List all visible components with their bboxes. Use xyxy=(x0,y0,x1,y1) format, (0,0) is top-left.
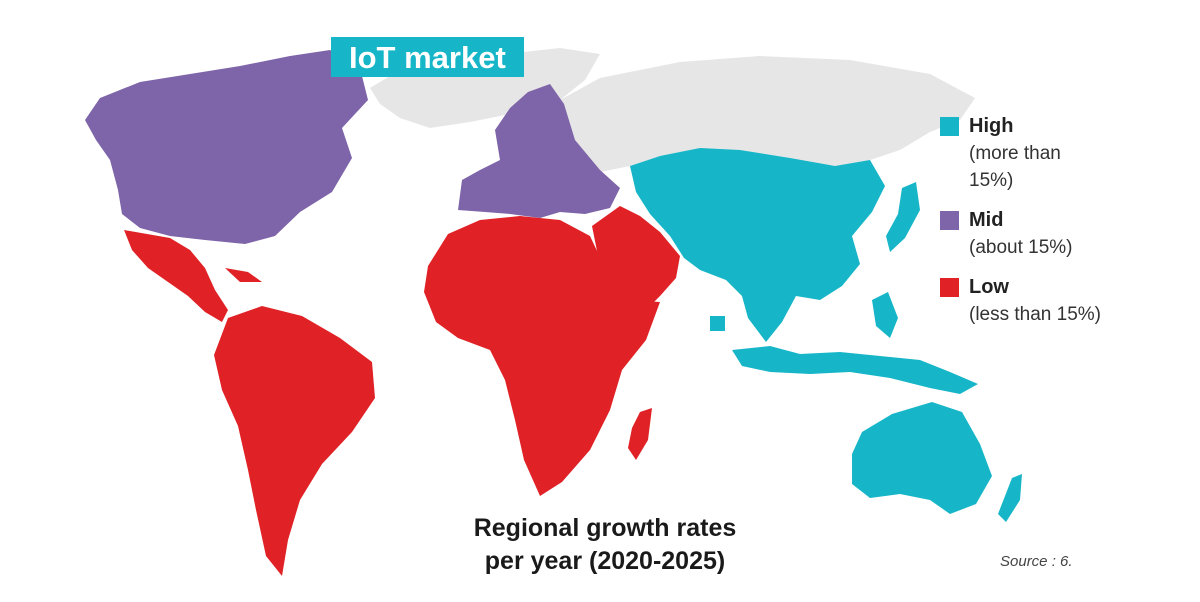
region-europe xyxy=(458,84,620,218)
region-japan xyxy=(886,182,920,252)
region-island-marker xyxy=(710,316,725,331)
legend-swatch-mid xyxy=(940,211,959,230)
caption-line-1: Regional growth rates xyxy=(473,514,737,542)
caption: Regional growth rates per year (2020-202… xyxy=(440,512,770,578)
region-middle-east xyxy=(592,206,680,316)
region-central-america xyxy=(124,230,228,322)
map-title: IoT market xyxy=(331,37,524,77)
legend-label: High xyxy=(969,115,1014,137)
region-madagascar xyxy=(628,408,652,460)
region-caribbean xyxy=(225,268,262,282)
region-australia xyxy=(852,402,992,514)
source-note: Source : 6. xyxy=(1000,553,1073,570)
legend-label: Low xyxy=(969,276,1009,298)
region-north-america xyxy=(85,50,368,244)
region-philippines xyxy=(872,292,898,338)
region-africa xyxy=(424,216,660,496)
legend-label: Mid xyxy=(969,209,1004,231)
legend-swatch-low xyxy=(940,278,959,297)
legend-item-mid: Mid (about 15%) xyxy=(940,206,1120,261)
legend-swatch-high xyxy=(940,117,959,136)
region-indonesia xyxy=(732,346,978,394)
region-russia xyxy=(560,56,975,172)
legend-item-low: Low (less than 15%) xyxy=(940,273,1120,328)
legend-description: (less than 15%) xyxy=(969,304,1102,325)
legend-description: (more than 15%) xyxy=(969,143,1061,191)
region-new-zealand xyxy=(998,474,1022,522)
region-asia-mainland xyxy=(630,148,885,342)
legend: High (more than 15%) Mid (about 15%) Low… xyxy=(940,112,1120,340)
caption-line-2: per year (2020-2025) xyxy=(484,547,726,575)
region-south-america xyxy=(214,306,375,576)
legend-description: (about 15%) xyxy=(969,237,1073,258)
legend-item-high: High (more than 15%) xyxy=(940,112,1120,194)
